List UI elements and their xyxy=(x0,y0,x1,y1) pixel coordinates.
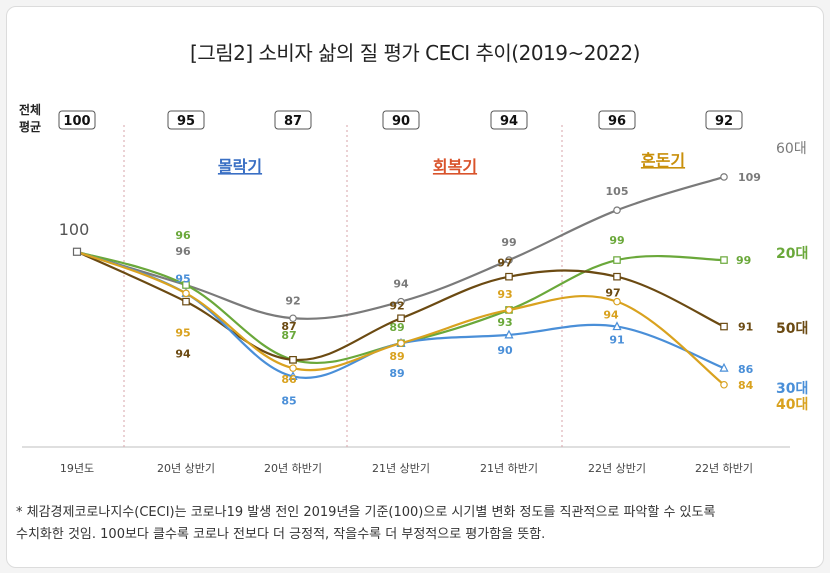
data-label: 105 xyxy=(606,185,629,198)
data-point xyxy=(719,362,729,372)
data-label: 89 xyxy=(389,321,404,334)
data-point xyxy=(720,256,728,264)
data-label: 96 xyxy=(175,229,191,242)
x-tick-label: 22년 상반기 xyxy=(588,462,646,475)
legend-entry: 50대 xyxy=(776,321,808,337)
footnote-line-1: * 체감경제코로나지수(CECI)는 코로나19 발생 전인 2019년을 기준… xyxy=(16,505,716,520)
data-point xyxy=(289,314,297,323)
data-point xyxy=(720,380,728,389)
data-label: 97 xyxy=(497,257,512,270)
data-label: 92 xyxy=(285,294,300,307)
data-point xyxy=(182,289,190,298)
data-label: 89 xyxy=(389,350,404,363)
data-point xyxy=(182,297,190,306)
data-label: 91 xyxy=(738,321,753,334)
x-tick-label: 22년 하반기 xyxy=(695,461,753,475)
chart-card: [그림2] 소비자 삶의 질 평가 CECI 추이(2019~2022) xyxy=(6,6,824,568)
legend-entry: 60대 xyxy=(776,141,807,157)
average-box xyxy=(167,110,205,130)
average-value: 92 xyxy=(715,114,733,129)
data-point xyxy=(504,329,514,339)
data-label: 94 xyxy=(393,278,409,291)
average-box xyxy=(490,110,528,130)
data-label: 86 xyxy=(281,373,297,386)
data-point xyxy=(72,247,82,256)
data-point xyxy=(613,206,621,214)
data-point xyxy=(505,306,513,314)
average-value: 90 xyxy=(392,114,410,129)
x-tick-label: 20년 하반기 xyxy=(264,461,322,475)
data-label: 89 xyxy=(389,367,404,380)
data-label: 87 xyxy=(281,320,296,333)
baseline-label: 100 xyxy=(59,220,90,239)
data-point xyxy=(397,314,405,323)
data-label: 99 xyxy=(609,234,624,247)
average-value: 96 xyxy=(608,114,626,129)
data-point xyxy=(720,173,728,181)
data-point xyxy=(397,339,405,347)
average-label-line2: 평균 xyxy=(19,120,41,134)
phase-label: 회복기 xyxy=(433,157,477,176)
x-tick-label: 21년 하반기 xyxy=(480,461,538,475)
data-label: 92 xyxy=(389,299,404,312)
data-label: 96 xyxy=(175,245,191,258)
data-label: 99 xyxy=(501,236,516,249)
phase-label: 몰락기 xyxy=(218,157,262,176)
data-label: 109 xyxy=(738,171,761,184)
data-label: 97 xyxy=(605,287,620,300)
average-box xyxy=(274,110,312,130)
average-label-line1: 전체 xyxy=(19,102,41,117)
average-value: 95 xyxy=(177,114,195,129)
x-tick-label: 19년도 xyxy=(60,462,94,475)
average-box xyxy=(705,110,743,130)
data-point xyxy=(289,356,297,364)
average-value: 94 xyxy=(500,114,518,129)
phase-label: 혼돈기 xyxy=(641,151,685,170)
data-label: 95 xyxy=(175,272,190,285)
data-label: 94 xyxy=(603,309,619,322)
average-box xyxy=(598,110,636,130)
average-box xyxy=(382,110,420,130)
average-value: 87 xyxy=(284,114,302,129)
footnote: * 체감경제코로나지수(CECI)는 코로나19 발생 전인 2019년을 기준… xyxy=(16,502,816,546)
data-label: 84 xyxy=(738,379,754,392)
data-point xyxy=(720,322,728,331)
data-point xyxy=(613,272,621,281)
data-point xyxy=(289,364,297,372)
footnote-line-2: 수치화한 것임. 100보다 클수록 코로나 전보다 더 긍정적, 작을수록 더… xyxy=(16,527,546,542)
x-tick-label: 21년 상반기 xyxy=(372,462,430,475)
data-point xyxy=(613,297,621,306)
legend-entry: 40대 xyxy=(776,397,808,413)
x-tick-label: 20년 상반기 xyxy=(157,462,215,475)
legend-entry: 20대 xyxy=(776,246,808,262)
chart-title: [그림2] 소비자 삶의 질 평가 CECI 추이(2019~2022) xyxy=(190,41,640,65)
data-label: 93 xyxy=(497,316,512,329)
data-label: 99 xyxy=(736,254,751,267)
data-label: 95 xyxy=(175,326,190,339)
legend-entry: 30대 xyxy=(776,381,808,397)
average-value: 100 xyxy=(63,114,90,129)
data-point xyxy=(612,321,622,331)
data-label: 86 xyxy=(738,363,754,376)
data-label: 93 xyxy=(497,288,512,301)
data-point xyxy=(397,297,405,306)
data-point xyxy=(505,272,513,281)
series-line xyxy=(75,175,726,320)
data-point xyxy=(288,371,298,381)
data-label: 87 xyxy=(281,329,296,342)
average-box xyxy=(58,110,96,130)
data-label: 94 xyxy=(175,348,191,361)
data-label: 90 xyxy=(497,344,513,357)
data-label: 85 xyxy=(281,394,296,407)
data-label: 91 xyxy=(609,334,624,347)
data-point xyxy=(613,256,621,264)
data-point xyxy=(505,256,513,264)
